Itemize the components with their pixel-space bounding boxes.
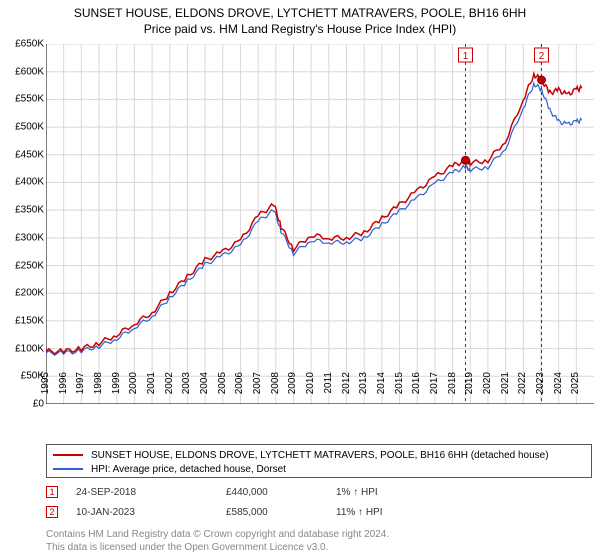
x-tick-label: 2005	[217, 372, 228, 412]
chart-svg: 12	[46, 44, 594, 404]
chart-legend: SUNSET HOUSE, ELDONS DROVE, LYTCHETT MAT…	[46, 444, 592, 478]
transaction-vs-hpi: 11% ↑ HPI	[336, 507, 456, 518]
transaction-marker: 1	[46, 486, 58, 498]
legend-color-line	[53, 468, 83, 470]
x-tick-label: 2022	[517, 372, 528, 412]
footer-copyright: Contains HM Land Registry data © Crown c…	[46, 528, 389, 541]
y-tick-label: £600K	[0, 66, 44, 77]
x-tick-label: 2015	[394, 372, 405, 412]
x-tick-label: 2013	[358, 372, 369, 412]
x-tick-label: 2000	[128, 372, 139, 412]
y-tick-label: £250K	[0, 260, 44, 271]
x-tick-label: 1996	[58, 372, 69, 412]
transaction-vs-hpi: 1% ↑ HPI	[336, 487, 456, 498]
svg-text:2: 2	[539, 51, 545, 62]
x-tick-label: 2011	[323, 372, 334, 412]
x-tick-label: 2014	[376, 372, 387, 412]
x-tick-label: 2008	[270, 372, 281, 412]
y-tick-label: £400K	[0, 177, 44, 188]
x-tick-label: 2016	[411, 372, 422, 412]
y-tick-label: £350K	[0, 205, 44, 216]
y-tick-label: £100K	[0, 343, 44, 354]
x-tick-label: 1999	[111, 372, 122, 412]
x-tick-label: 2018	[447, 372, 458, 412]
y-tick-label: £650K	[0, 39, 44, 50]
x-tick-label: 2024	[553, 372, 564, 412]
x-tick-label: 2002	[164, 372, 175, 412]
chart-titles: SUNSET HOUSE, ELDONS DROVE, LYTCHETT MAT…	[0, 0, 600, 36]
footer-licence: This data is licensed under the Open Gov…	[46, 541, 389, 554]
x-tick-label: 1995	[40, 372, 51, 412]
x-tick-label: 2020	[482, 372, 493, 412]
x-tick-label: 2009	[287, 372, 298, 412]
x-tick-label: 2010	[305, 372, 316, 412]
y-tick-label: £150K	[0, 315, 44, 326]
y-tick-label: £550K	[0, 94, 44, 105]
x-tick-label: 2003	[181, 372, 192, 412]
x-tick-label: 2012	[341, 372, 352, 412]
x-tick-label: 2007	[252, 372, 263, 412]
x-tick-label: 1997	[75, 372, 86, 412]
y-tick-label: £450K	[0, 149, 44, 160]
transaction-marker: 2	[46, 506, 58, 518]
x-tick-label: 2006	[234, 372, 245, 412]
transaction-date: 24-SEP-2018	[76, 487, 226, 498]
legend-color-line	[53, 454, 83, 456]
y-tick-label: £0	[0, 399, 44, 410]
x-tick-label: 2023	[535, 372, 546, 412]
x-tick-label: 2019	[464, 372, 475, 412]
transaction-row: 2 10-JAN-2023 £585,000 11% ↑ HPI	[46, 506, 592, 518]
x-tick-label: 2021	[500, 372, 511, 412]
x-tick-label: 2017	[429, 372, 440, 412]
x-tick-label: 2004	[199, 372, 210, 412]
legend-item: SUNSET HOUSE, ELDONS DROVE, LYTCHETT MAT…	[53, 448, 585, 462]
x-tick-label: 2025	[570, 372, 581, 412]
legend-item: HPI: Average price, detached house, Dors…	[53, 462, 585, 476]
y-tick-label: £50K	[0, 371, 44, 382]
y-tick-label: £500K	[0, 122, 44, 133]
transaction-price: £440,000	[226, 487, 336, 498]
legend-label: HPI: Average price, detached house, Dors…	[91, 464, 286, 475]
legend-label: SUNSET HOUSE, ELDONS DROVE, LYTCHETT MAT…	[91, 450, 549, 461]
chart-root: { "titles": { "line1": "SUNSET HOUSE, EL…	[0, 0, 600, 560]
x-tick-label: 2001	[146, 372, 157, 412]
chart-title-address: SUNSET HOUSE, ELDONS DROVE, LYTCHETT MAT…	[0, 6, 600, 20]
svg-text:1: 1	[463, 51, 469, 62]
transaction-date: 10-JAN-2023	[76, 507, 226, 518]
chart-plot-area: 12 £0£50K£100K£150K£200K£250K£300K£350K£…	[46, 44, 594, 404]
y-tick-label: £300K	[0, 232, 44, 243]
chart-subtitle: Price paid vs. HM Land Registry's House …	[0, 22, 600, 36]
y-tick-label: £200K	[0, 288, 44, 299]
chart-footer: Contains HM Land Registry data © Crown c…	[46, 528, 389, 554]
transaction-row: 1 24-SEP-2018 £440,000 1% ↑ HPI	[46, 486, 592, 498]
x-tick-label: 1998	[93, 372, 104, 412]
transaction-price: £585,000	[226, 507, 336, 518]
